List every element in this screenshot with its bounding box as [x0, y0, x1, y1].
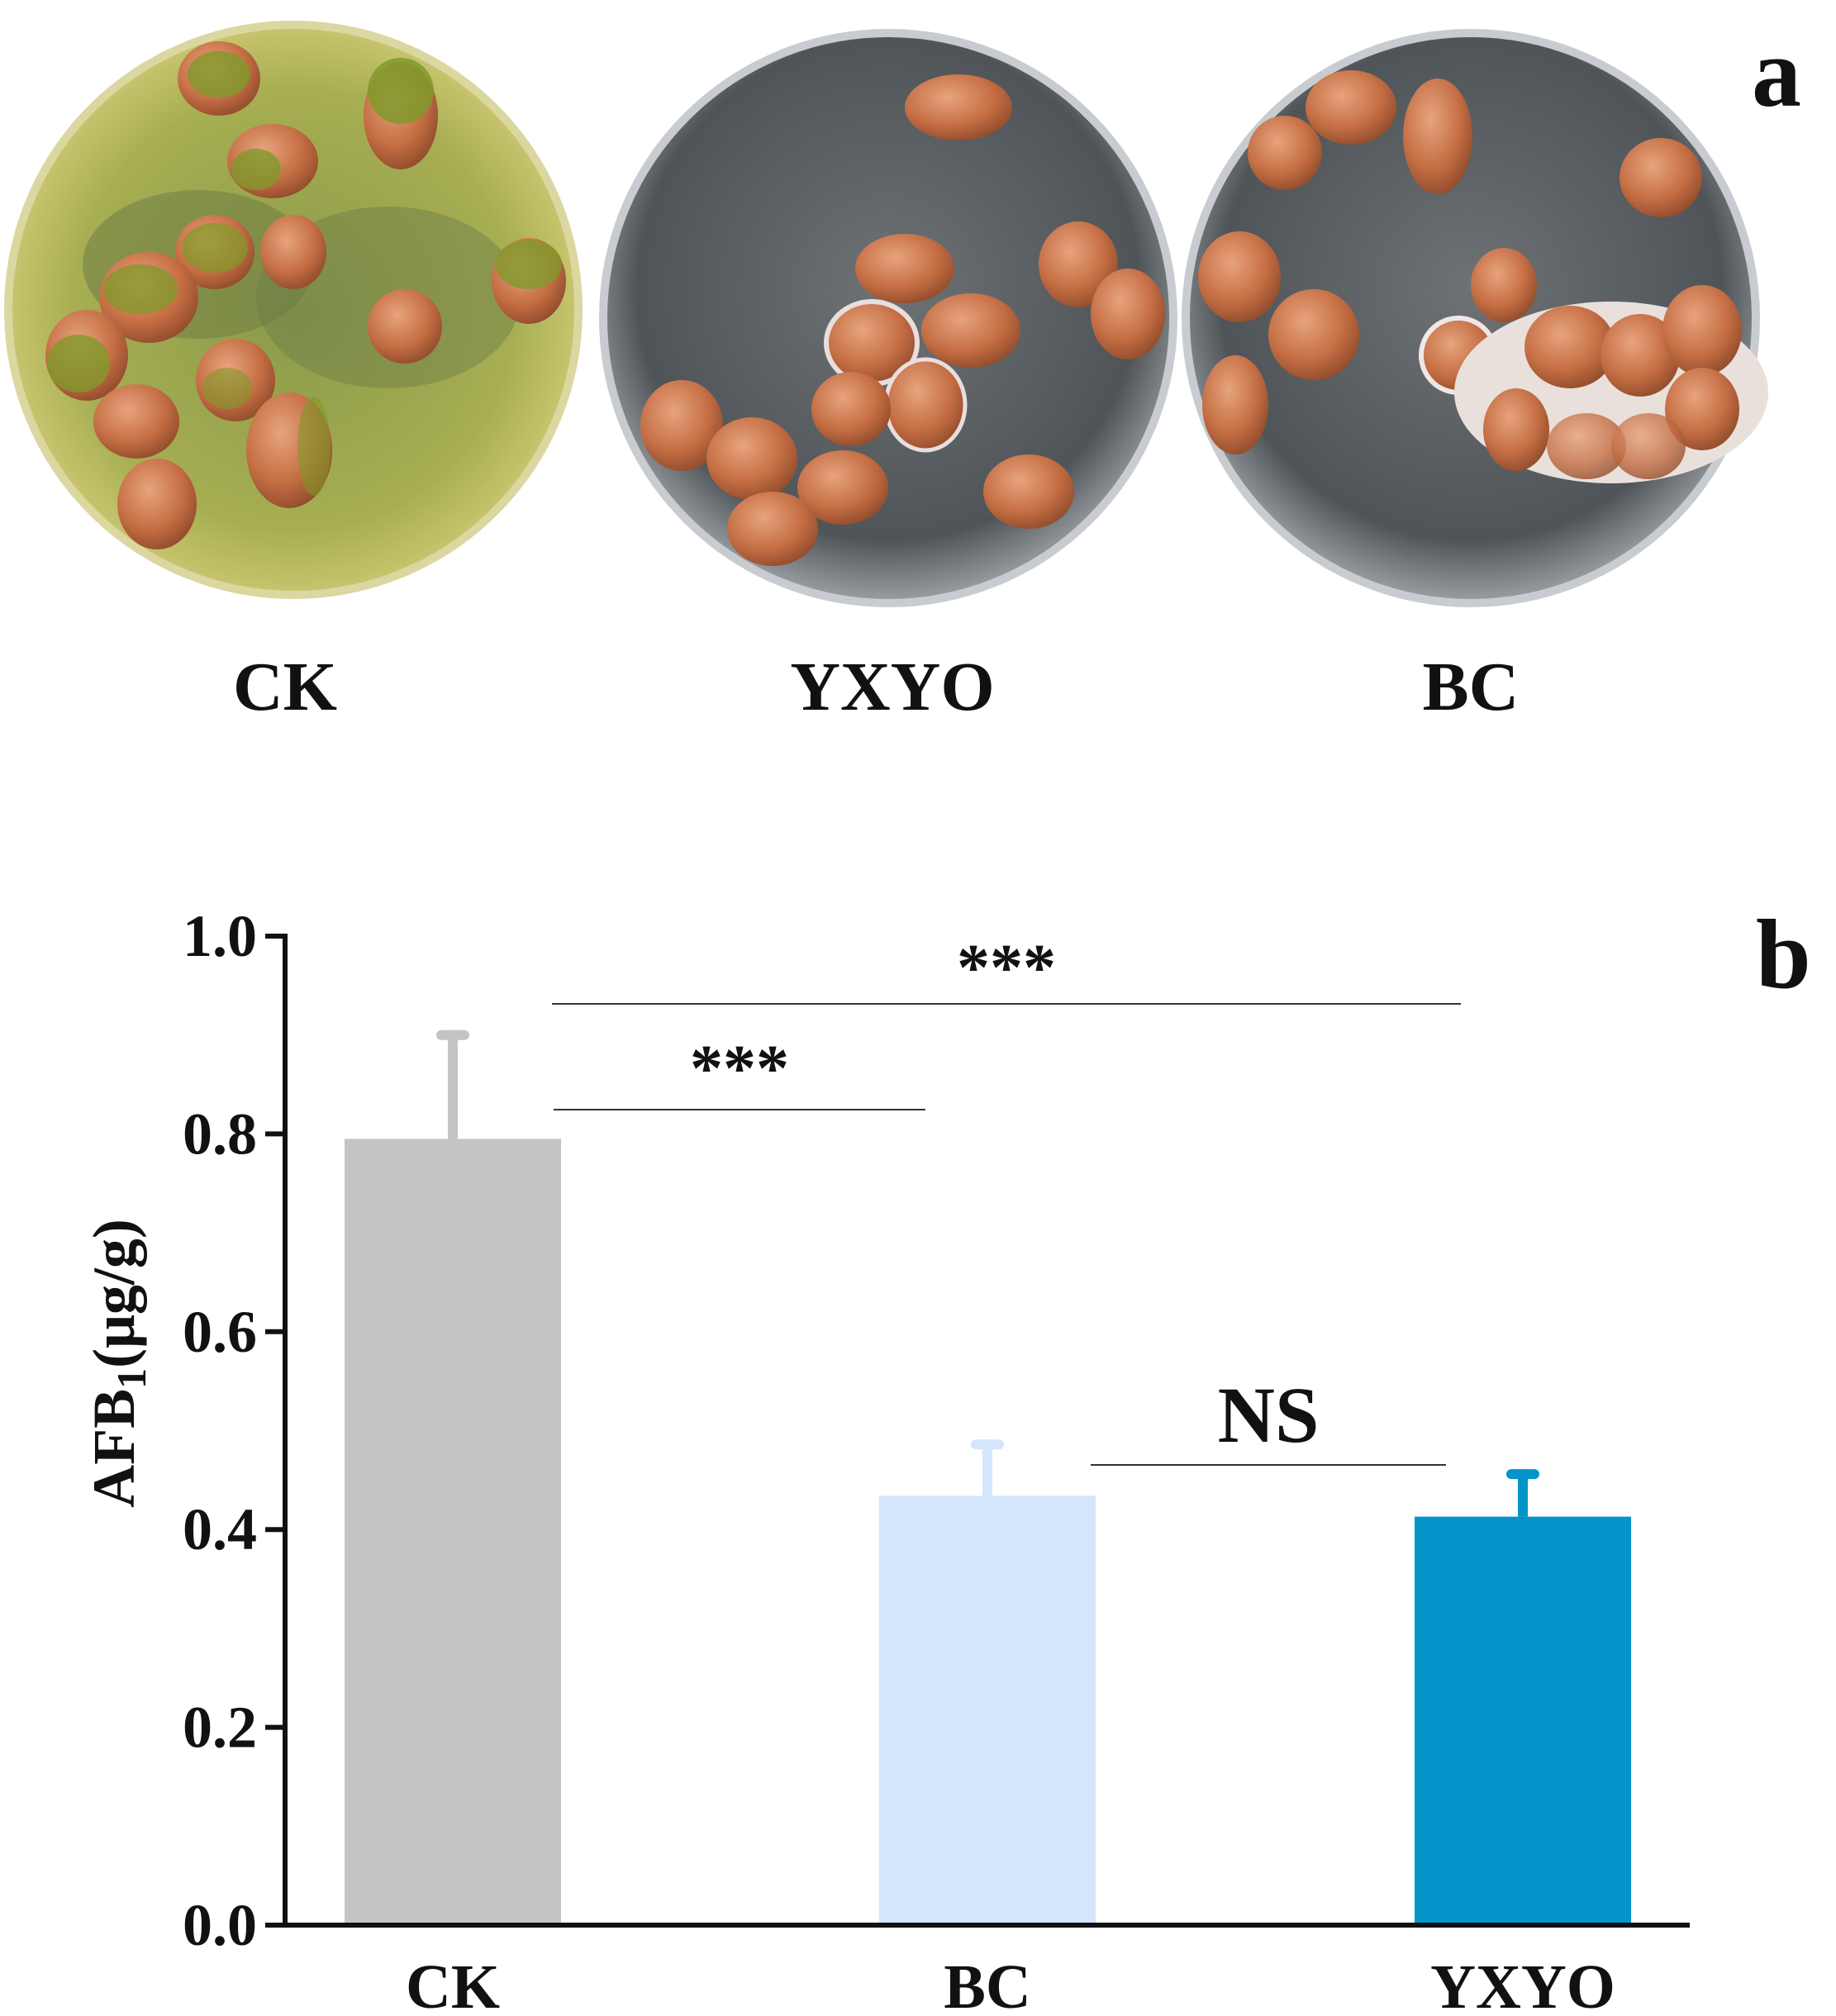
y-tick-label: 0.8 [183, 1101, 257, 1167]
y-tick-label: 0.6 [183, 1299, 257, 1365]
dish-label-bc: BC [1422, 649, 1520, 725]
y-tick-label: 0.4 [183, 1496, 257, 1562]
dish-label-ck: CK [233, 649, 337, 725]
panel-letter-b: b [1756, 899, 1811, 1009]
petri-dish-yxyo [599, 29, 1177, 607]
y-axis-label: AFB1(μg/g) [81, 1219, 155, 1508]
bar-bc [879, 1495, 1096, 1925]
significance-label-bc-yxyo: NS [1218, 1371, 1320, 1459]
y-axis-label-subscript: 1 [108, 1368, 155, 1389]
y-axis-label-unit: (μg/g) [81, 1219, 147, 1368]
petri-dish-ck [4, 21, 583, 599]
x-tick-label-bc: BC [944, 1952, 1031, 2016]
y-tick-label: 0.0 [183, 1892, 257, 1958]
y-tick-label: 0.2 [183, 1695, 257, 1761]
y-axis-label-main: AFB [81, 1389, 147, 1508]
dish-label-yxyo: YXYO [790, 649, 995, 725]
peanut-group-yxyo [640, 74, 1165, 566]
peanut-group-ck [45, 41, 566, 549]
petri-dish-bc [1182, 29, 1768, 607]
x-tick-label-yxyo: YXYO [1430, 1952, 1615, 2016]
panel-letter-a: a [1752, 17, 1801, 127]
peanut-group-bc [1198, 70, 1768, 483]
x-tick-label-ck: CK [406, 1952, 500, 2016]
significance-label-ck-bc: *** [690, 1033, 789, 1105]
afb1-bar-chart: CK BC YXYO 0.0 0.2 0.4 0.6 0.8 1.0 *** *** NS AFB1(… [81, 903, 1690, 2016]
bar-ck [345, 1139, 561, 1925]
y-tick-label: 1.0 [183, 903, 257, 969]
petri-dish-photo-row [4, 21, 1768, 607]
significance-label-ck-yxyo: *** [957, 932, 1056, 1005]
bar-yxyo [1415, 1516, 1631, 1925]
